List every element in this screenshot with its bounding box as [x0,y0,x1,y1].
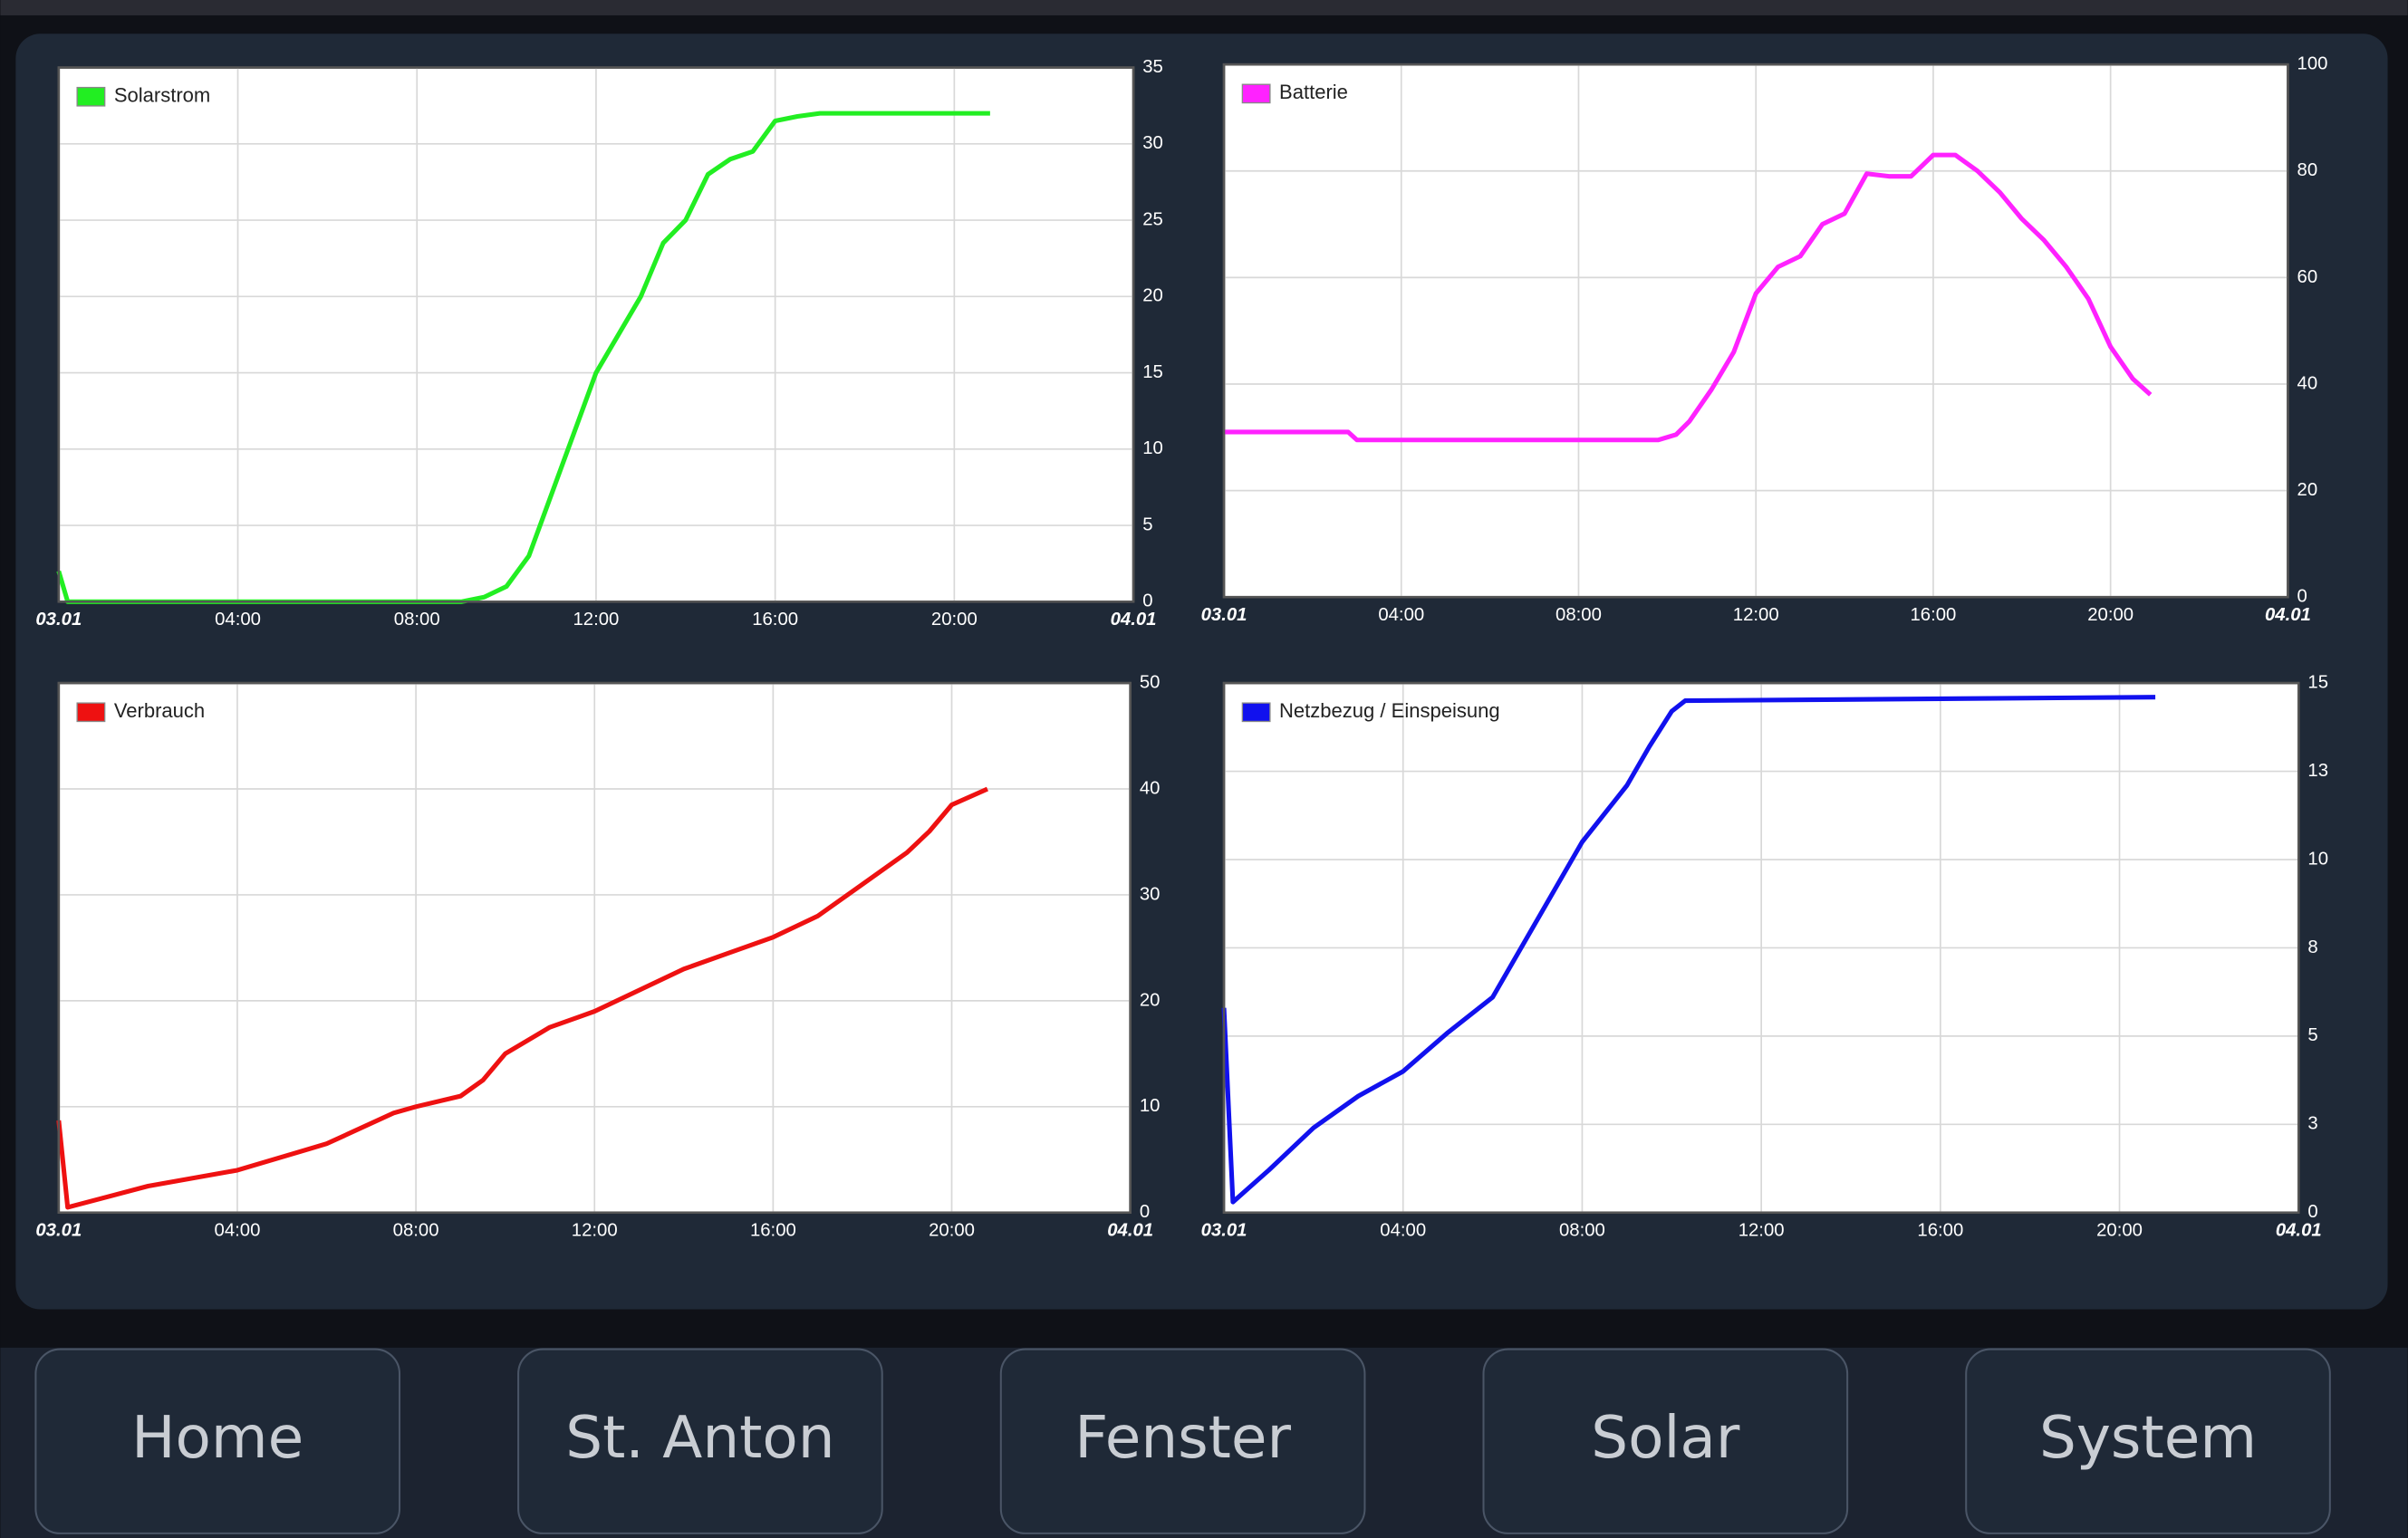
y-tick-label: 0 [1142,591,1152,611]
nav-button-label[interactable]: Fenster [1074,1404,1291,1472]
y-tick-label: 10 [1142,438,1163,458]
x-tick-label: 03.01 [1201,605,1247,625]
x-tick-label: 16:00 [1917,1220,1963,1240]
data-line [56,786,988,1210]
nav-button[interactable] [1482,1348,1849,1534]
plot-frame [57,681,1132,1215]
y-tick-label: 40 [2297,373,2318,393]
x-tick-label: 03.01 [35,610,82,630]
y-tick-label: 40 [1140,778,1161,798]
x-tick-label: 04.01 [2276,1220,2322,1240]
y-tick-label: 13 [2307,761,2328,781]
legend-swatch [1241,702,1271,723]
y-tick-label: 30 [1140,884,1161,904]
nav-button-label[interactable]: Solar [1591,1404,1740,1472]
y-tick-label: 0 [1140,1202,1150,1222]
legend-label: Verbrauch [114,699,205,722]
nav-button[interactable] [34,1348,401,1534]
y-tick-label: 60 [2297,267,2318,287]
x-tick-label: 20:00 [2087,605,2133,625]
y-tick-label: 3 [2307,1114,2317,1134]
y-tick-label: 20 [1140,990,1161,1010]
nav-button-label[interactable]: St. Anton [565,1404,834,1472]
y-tick-label: 8 [2307,937,2317,957]
x-tick-label: 12:00 [1733,605,1779,625]
y-tick-label: 80 [2297,160,2318,180]
x-tick-label: 08:00 [393,1220,439,1240]
nav-button-label[interactable]: Home [131,1404,303,1472]
x-tick-label: 08:00 [1556,605,1602,625]
x-tick-label: 12:00 [1739,1220,1785,1240]
y-tick-label: 0 [2297,587,2307,607]
x-tick-label: 20:00 [929,1220,975,1240]
plot-frame [57,66,1135,603]
x-tick-label: 04.01 [2265,605,2311,625]
y-tick-label: 50 [1140,672,1161,692]
x-tick-label: 20:00 [931,610,978,630]
data-line [1224,152,2153,443]
x-tick-label: 03.01 [1201,1220,1247,1240]
y-tick-label: 10 [1140,1096,1161,1116]
x-tick-label: 04.01 [1107,1220,1153,1240]
data-line [1221,695,2156,1205]
x-tick-label: 03.01 [35,1220,82,1240]
x-tick-label: 04:00 [1380,1220,1426,1240]
y-tick-label: 15 [2307,672,2328,692]
x-tick-label: 08:00 [394,610,440,630]
x-tick-label: 04.01 [1111,610,1157,630]
legend-swatch [1241,83,1271,104]
x-tick-label: 08:00 [1559,1220,1605,1240]
y-tick-label: 20 [1142,286,1163,306]
nav-button[interactable] [517,1348,883,1534]
y-tick-label: 10 [2307,849,2328,869]
y-tick-label: 20 [2297,480,2318,500]
y-tick-label: 100 [2297,54,2328,74]
y-tick-label: 5 [1142,514,1152,534]
y-tick-label: 5 [2307,1025,2317,1045]
x-tick-label: 12:00 [572,1220,618,1240]
y-tick-label: 35 [1142,57,1163,77]
x-tick-label: 20:00 [2096,1220,2143,1240]
legend-label: Netzbezug / Einspeisung [1279,699,1500,722]
nav-button-label[interactable]: System [2039,1404,2257,1472]
legend-label: Solarstrom [114,84,210,107]
nav-button[interactable] [1965,1348,2331,1534]
x-tick-label: 12:00 [573,610,619,630]
y-tick-label: 30 [1142,133,1163,153]
x-tick-label: 16:00 [1911,605,1957,625]
y-tick-label: 25 [1142,209,1163,229]
x-tick-label: 16:00 [752,610,798,630]
plot-frame [1222,681,2300,1215]
nav-button[interactable] [999,1348,1366,1534]
legend-swatch [76,702,106,723]
x-tick-label: 04:00 [1378,605,1424,625]
y-tick-label: 0 [2307,1202,2317,1222]
y-tick-label: 15 [1142,362,1163,382]
legend-swatch [76,86,106,107]
x-tick-label: 04:00 [215,610,261,630]
plot-frame [1222,62,2289,599]
x-tick-label: 04:00 [215,1220,261,1240]
status-bar [0,0,2408,15]
legend-label: Batterie [1279,81,1348,103]
x-tick-label: 16:00 [750,1220,796,1240]
